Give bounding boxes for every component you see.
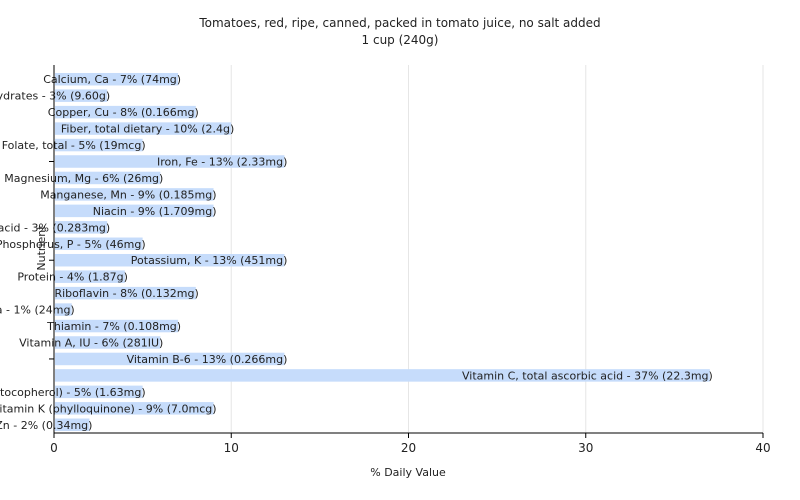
bar-label-12: Protein - 4% (1.87g): [17, 271, 128, 284]
y-axis-label: Nutrient: [35, 225, 48, 271]
bar-21: [55, 418, 90, 432]
bar-10: [55, 237, 143, 251]
bar-label-9: Pantothenic acid - 3% (0.283mg): [0, 221, 110, 234]
x-tick-label-20: 20: [401, 441, 416, 455]
bar-label-18: Vitamin C, total ascorbic acid - 37% (22…: [462, 369, 713, 382]
bar-6: [55, 171, 161, 185]
bar-label-17: Vitamin B-6 - 13% (0.266mg): [127, 353, 288, 366]
bar-label-10: Phosphorus, P - 5% (46mg): [0, 238, 146, 251]
bar-label-4: Folate, total - 5% (19mcg): [2, 139, 146, 152]
bar-15: [55, 319, 179, 333]
chart-title: Tomatoes, red, ripe, canned, packed in t…: [198, 16, 600, 30]
bar-18: [55, 369, 710, 382]
bar-8: [55, 204, 214, 218]
bar-14: [55, 303, 72, 316]
bar-label-14: Sodium, Na - 1% (24mg): [0, 304, 75, 317]
bar-label-19: Vitamin E (alpha-tocopherol) - 5% (1.63m…: [0, 386, 146, 399]
bar-19: [55, 385, 143, 399]
bar-3: [55, 122, 232, 135]
x-tick-label-30: 30: [578, 441, 593, 455]
x-tick-label-10: 10: [224, 441, 239, 455]
bar-label-6: Magnesium, Mg - 6% (26mg): [4, 172, 163, 185]
bar-7: [55, 188, 214, 201]
bar-17: [55, 352, 285, 366]
bar-9: [55, 221, 108, 234]
bars-group: Calcium, Ca - 7% (74mg) Carbohydrates - 3…: [0, 72, 713, 432]
bar-label-13: Riboflavin - 8% (0.132mg): [54, 287, 198, 300]
bar-label-7: Manganese, Mn - 9% (0.185mg): [40, 188, 216, 201]
bar-12: [55, 270, 125, 283]
bar-11: [55, 253, 285, 267]
bar-label-21: Zinc, Zn - 2% (0.34mg): [0, 419, 92, 432]
bar-20: [55, 402, 214, 415]
bar-label-5: Iron, Fe - 13% (2.33mg): [157, 156, 287, 169]
bar-1: [55, 89, 108, 102]
chart-subtitle: 1 cup (240g): [362, 33, 439, 47]
bar-13: [55, 286, 196, 300]
bar-label-3: Fiber, total dietary - 10% (2.4g): [61, 123, 234, 136]
bar-label-0: Calcium, Ca - 7% (74mg): [43, 73, 181, 86]
bar-16: [55, 336, 161, 349]
x-tick-label-0: 0: [50, 441, 58, 455]
axes-group: 0 10 20 30 40: [49, 65, 771, 455]
x-axis-label: % Daily Value: [370, 466, 446, 479]
x-tick-label-40: 40: [755, 441, 770, 455]
bar-label-2: Copper, Cu - 8% (0.166mg): [48, 106, 199, 119]
bar-5: [55, 155, 285, 168]
bar-label-16: Vitamin A, IU - 6% (281IU): [19, 337, 163, 350]
bar-label-20: Vitamin K (phylloquinone) - 9% (7.0mcg): [0, 402, 217, 415]
bar-label-11: Potassium, K - 13% (451mg): [131, 254, 288, 267]
bar-2: [55, 105, 196, 119]
bar-0: [55, 72, 179, 86]
bar-label-8: Niacin - 9% (1.709mg): [93, 205, 217, 218]
bar-4: [55, 138, 143, 152]
bar-label-15: Thiamin - 7% (0.108mg): [46, 320, 181, 333]
bar-label-1: Carbohydrates - 3% (9.60g): [0, 90, 110, 103]
